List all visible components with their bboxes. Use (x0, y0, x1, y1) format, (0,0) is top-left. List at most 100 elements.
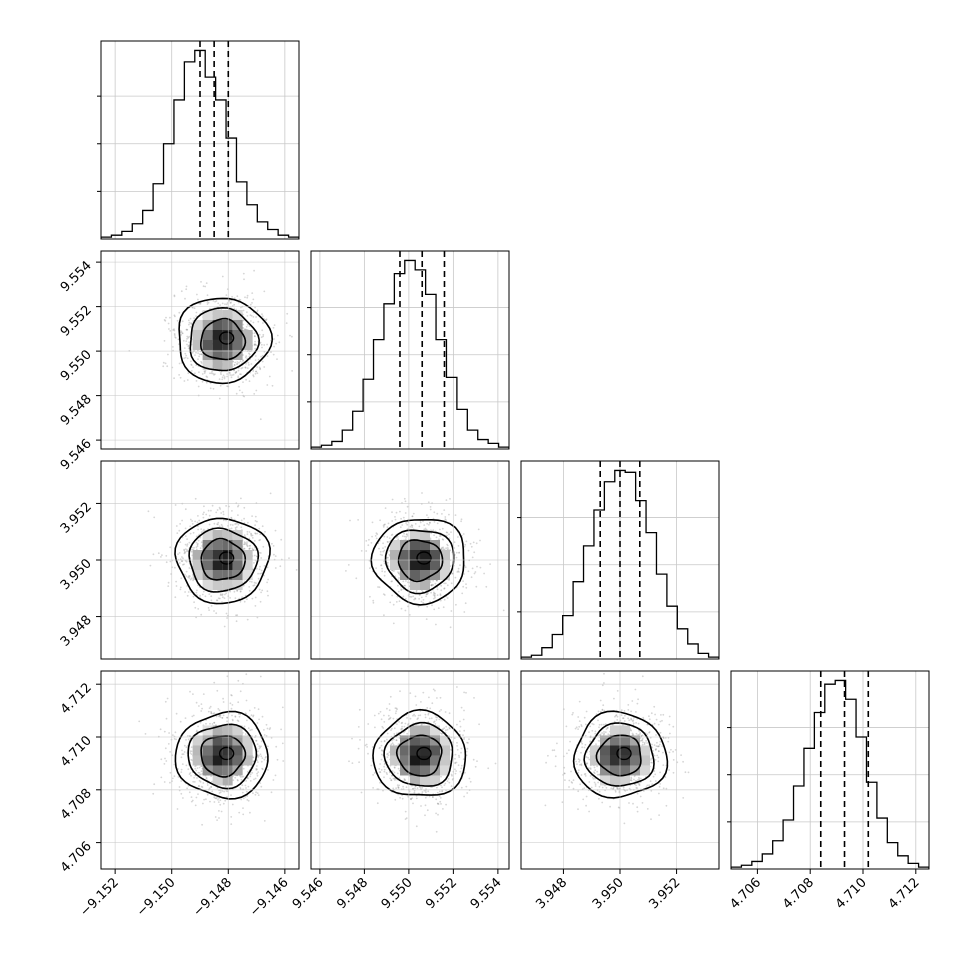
scatter-point (266, 590, 269, 593)
scatter-point (393, 771, 396, 774)
scatter-point (383, 594, 386, 596)
scatter-point (190, 550, 193, 553)
density-cell (212, 349, 223, 360)
scatter-point (440, 589, 443, 592)
scatter-point (250, 314, 253, 317)
scatter-point (372, 601, 375, 604)
scatter-point (202, 513, 205, 516)
scatter-point (192, 531, 195, 534)
scatter-point (229, 590, 232, 593)
scatter-point (264, 319, 267, 321)
scatter-point (405, 533, 408, 536)
scatter-point (186, 328, 189, 331)
axes-frame (520, 460, 720, 660)
density-cell (222, 765, 233, 776)
scatter-point (254, 793, 257, 796)
scatter-point (267, 769, 269, 771)
scatter-point (245, 790, 248, 793)
scatter-point (256, 765, 258, 767)
scatter-point (231, 718, 234, 721)
scatter-point (210, 712, 213, 714)
scatter-point (254, 372, 257, 375)
scatter-point (446, 534, 448, 537)
scatter-point (214, 816, 217, 818)
contours (372, 708, 467, 796)
scatter-point (278, 341, 281, 344)
scatter-point (441, 546, 443, 549)
density-cell (212, 530, 223, 540)
scatter-point (219, 597, 221, 600)
scatter-point (181, 556, 183, 558)
scatter-point (254, 343, 257, 346)
scatter-point (216, 599, 219, 602)
scatter-point (206, 301, 209, 303)
scatter-point (403, 778, 406, 780)
scatter-point (248, 548, 251, 550)
scatter-point (432, 688, 435, 691)
scatter-point (182, 563, 184, 566)
scatter-point (291, 335, 293, 338)
scatter-point (224, 785, 227, 788)
scatter-point (443, 598, 446, 601)
scatter-point (431, 702, 434, 705)
density-cell (222, 349, 233, 360)
scatter-point (190, 577, 193, 580)
scatter-point (233, 364, 236, 366)
scatter-point (432, 529, 435, 532)
scatter-point (655, 745, 658, 747)
scatter-point (474, 765, 477, 768)
scatter-point (186, 545, 189, 547)
scatter-panel-3-2 (520, 670, 720, 870)
scatter-point (409, 798, 412, 800)
scatter-point (457, 536, 459, 538)
scatter-point (458, 571, 460, 573)
scatter-point (198, 766, 201, 769)
density-cell (242, 550, 253, 560)
scatter-point (443, 784, 446, 786)
scatter-point (164, 319, 167, 322)
scatter-point (191, 715, 194, 718)
density-cell (232, 339, 243, 350)
scatter-point (257, 358, 260, 361)
scatter-point (256, 772, 258, 775)
scatter-point (231, 524, 234, 526)
scatter-point (430, 529, 432, 532)
scatter-point (463, 545, 466, 548)
scatter-point (260, 760, 263, 763)
scatter-point (213, 721, 216, 724)
density-cell (420, 570, 431, 580)
scatter-point (258, 539, 261, 542)
scatter-point (351, 762, 354, 764)
scatter-point (235, 308, 238, 311)
density-cell (202, 359, 213, 370)
scatter-point (207, 607, 210, 609)
density-cell (192, 745, 203, 756)
scatter-point (459, 720, 461, 723)
scatter-point (448, 513, 450, 516)
scatter-point (235, 371, 238, 373)
scatter-point (424, 716, 427, 719)
scatter-point (226, 373, 229, 375)
scatter-point (365, 550, 368, 552)
scatter-point (221, 593, 224, 596)
scatter-point (444, 782, 447, 785)
scatter-point (187, 591, 190, 593)
scatter-point (203, 370, 206, 373)
scatter-point (211, 504, 214, 507)
scatter-point (405, 817, 408, 819)
scatter-point (160, 758, 163, 761)
scatter-point (230, 376, 233, 379)
scatter-point (255, 555, 258, 558)
scatter-point (251, 292, 254, 294)
scatter-point (387, 541, 389, 543)
scatter-point (238, 715, 241, 718)
scatter-point (440, 775, 442, 778)
scatter-point (638, 733, 641, 736)
scatter-point (200, 360, 203, 363)
density-cell (440, 560, 451, 570)
scatter-point (448, 712, 451, 715)
scatter-point (221, 302, 224, 305)
scatter-point (442, 808, 444, 810)
scatter-point (446, 584, 449, 587)
scatter-point (398, 777, 401, 780)
